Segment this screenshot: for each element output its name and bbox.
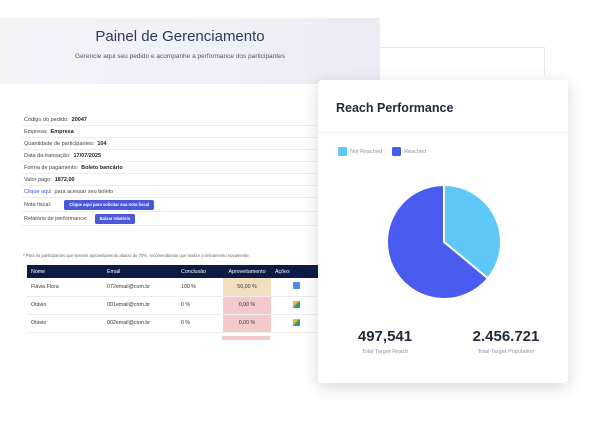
date-label: Data da transação: (24, 152, 71, 159)
company-row: Empresa: Empresa (22, 126, 320, 138)
stat-total-population: 2.456.721 Total Target Population (456, 328, 556, 355)
boleto-text: para acessar seu boleto (54, 188, 114, 195)
column-header-name: Nome (27, 265, 103, 278)
participant-conclusion: 0 % (177, 296, 223, 315)
report-label: Relatório de performance: (24, 215, 88, 222)
chart-legend: Not Reached Reached (338, 147, 426, 156)
participants-row: Quantidade de participantes: 104 (22, 138, 320, 150)
legend-label-not-reached: Not Reached (350, 148, 383, 155)
participant-performance: 50,00 % (223, 278, 271, 297)
order-details: Código do pedido: 20047 Empresa: Empresa… (22, 114, 320, 226)
column-header-performance: Aproveitamento (223, 265, 271, 278)
date-row: Data da transação: 17/07/2025 (22, 150, 320, 162)
order-code-label: Código do pedido: (24, 116, 69, 123)
participant-conclusion: 100 % (177, 278, 223, 297)
recommendation-note: * Para os participantes que tiveram apro… (23, 253, 250, 258)
participant-name: Flávia Flora (27, 278, 103, 297)
stat-value: 497,541 (357, 328, 413, 345)
payment-row: Forma de pagamento: Boleto bancário (22, 162, 320, 174)
participant-performance: 0,00 % (223, 296, 271, 315)
boleto-link[interactable]: Clique aqui (24, 188, 52, 195)
table-row: Otávio 001email@com.br 0 % 0,00 % (27, 296, 321, 315)
actions-cell (271, 296, 321, 315)
order-code-row: Código do pedido: 20047 (22, 114, 320, 126)
company-label: Empresa: (24, 128, 48, 135)
table-row: Otávio 002email@com.br 0 % 0,00 % (27, 314, 321, 333)
stat-label: Total Target Population (477, 349, 535, 355)
reach-pie-chart (386, 183, 502, 300)
participant-email: 001email@com.br (103, 296, 177, 315)
legend-swatch-reached (392, 147, 402, 156)
legend-swatch-not-reached (338, 147, 347, 156)
participant-name: Otávio (27, 314, 103, 333)
payment-value: Boleto bancário (81, 164, 123, 171)
invoice-row: Nota fiscal: Clique aqui para solicitar … (22, 198, 320, 212)
request-invoice-button[interactable]: Clique aqui para solicitar sua nota fisc… (64, 199, 155, 210)
date-value: 17/07/2025 (73, 152, 102, 159)
reach-performance-card: Reach Performance Not Reached Reached 49… (318, 80, 568, 383)
participant-email: 002email@com.br (103, 314, 177, 333)
pie-slice-not-reached[interactable] (443, 183, 502, 280)
card-title: Reach Performance (336, 101, 454, 115)
header-banner: Painel de Gerenciamento Gerencie aqui se… (0, 18, 380, 84)
document-icon[interactable] (292, 282, 300, 290)
image-icon[interactable] (292, 318, 300, 326)
actions-cell (271, 314, 321, 333)
divider (544, 47, 545, 75)
participants-table: Nome Email Conclusão Aproveitamento Açõe… (27, 265, 321, 333)
stat-total-reach: 497,541 Total Target Reach (340, 328, 430, 355)
amount-label: Valor pago: (24, 176, 52, 183)
stat-value: 2.456.721 (472, 328, 540, 345)
participant-name: Otávio (27, 296, 103, 315)
participant-performance: 0,00 % (223, 314, 271, 333)
divider (380, 47, 545, 48)
actions-cell (271, 278, 321, 297)
pie-slice-reached[interactable] (386, 183, 490, 300)
performance-cell-overflow (222, 336, 270, 340)
report-row: Relatório de performance: Baixar relatór… (22, 212, 320, 226)
column-header-actions: Ações (271, 265, 321, 278)
amount-row: Valor pago: 1872,00 (22, 174, 320, 186)
participant-conclusion: 0 % (177, 314, 223, 333)
participants-value: 104 (97, 140, 107, 147)
order-code-value: 20047 (71, 116, 87, 123)
company-value: Empresa (50, 128, 74, 135)
stat-label: Total Target Reach (361, 349, 409, 355)
column-header-email: Email (103, 265, 177, 278)
page-title: Painel de Gerenciamento (95, 28, 265, 45)
participants-label: Quantidade de participantes: (24, 140, 95, 147)
download-report-button[interactable]: Baixar relatório (94, 213, 136, 224)
image-icon[interactable] (292, 300, 300, 308)
table-header-row: Nome Email Conclusão Aproveitamento Açõe… (27, 265, 321, 278)
legend-item-reached[interactable]: Reached (392, 147, 426, 156)
boleto-row: Clique aqui para acessar seu boleto (22, 186, 320, 198)
payment-label: Forma de pagamento: (24, 164, 79, 171)
page-subtitle: Gerencie aqui seu pedido e acompanhe a p… (75, 53, 285, 60)
table-row: Flávia Flora 072email@com.br 100 % 50,00… (27, 278, 321, 297)
legend-label-reached: Reached (404, 148, 427, 155)
card-divider (318, 132, 568, 133)
amount-value: 1872,00 (54, 176, 75, 183)
participant-email: 072email@com.br (103, 278, 177, 297)
column-header-conclusion: Conclusão (177, 265, 223, 278)
legend-item-not-reached[interactable]: Not Reached (338, 147, 382, 156)
invoice-label: Nota fiscal: (24, 201, 52, 208)
